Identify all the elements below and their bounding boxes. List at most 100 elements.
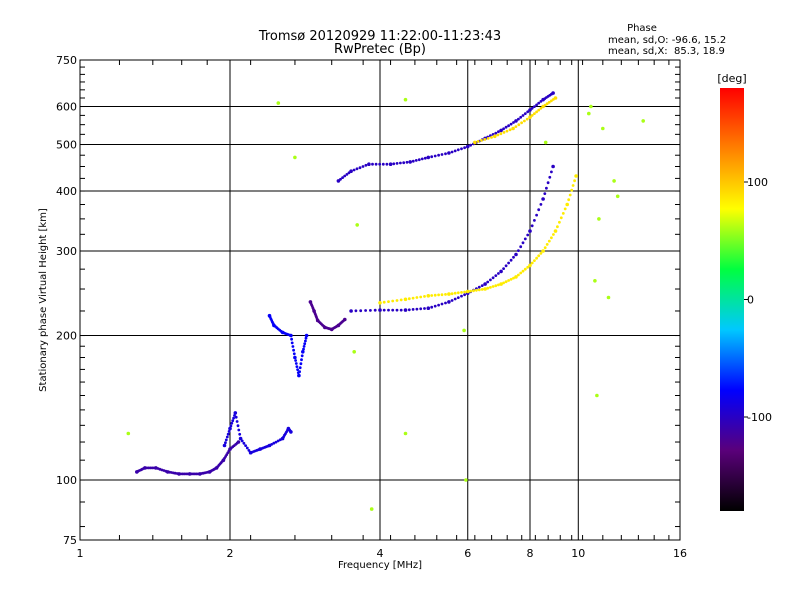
y-tick-label: 600 [56, 101, 77, 114]
trace-point [463, 293, 466, 297]
trace-point [521, 269, 525, 273]
data-point [464, 478, 468, 482]
colorbar-label: [deg] [717, 72, 746, 85]
trace-point [491, 285, 495, 288]
trace-point [535, 213, 538, 217]
trace-point [535, 110, 538, 114]
colorbar-tick-label: 0 [747, 294, 754, 307]
data-points [126, 91, 645, 511]
trace-point [556, 225, 559, 229]
trace-point [499, 132, 503, 136]
trace-point [539, 252, 543, 255]
trace-point [453, 291, 457, 295]
trace-point [489, 278, 492, 282]
trace-point [537, 108, 541, 112]
trace-point [526, 233, 530, 237]
trace-point [245, 446, 249, 450]
trace-point [563, 207, 567, 211]
trace-point [519, 115, 523, 119]
trace-point [382, 308, 386, 312]
trace-point [235, 441, 239, 445]
data-point [403, 297, 408, 302]
trace-point [552, 233, 555, 236]
trace-point [550, 236, 553, 240]
trace-point [570, 188, 574, 192]
trace-point [489, 286, 492, 289]
y-tick-labels: 75 100 200 300 400 500 600 750 [56, 54, 77, 547]
trace-point [486, 137, 490, 140]
data-point [612, 179, 616, 183]
trace-point [414, 159, 418, 162]
trace-point [364, 309, 367, 312]
minor-ticks [80, 60, 680, 540]
trace-point [225, 435, 229, 439]
trace-point [423, 295, 426, 298]
y-tick-label: 300 [56, 245, 77, 258]
trace-point [523, 267, 527, 271]
trace-point [494, 274, 498, 277]
trace-point [358, 166, 362, 170]
data-point [514, 252, 518, 257]
trace-point [304, 336, 308, 340]
trace-point [347, 171, 351, 175]
data-point [483, 287, 487, 291]
trace-point [417, 158, 421, 162]
trace-point [494, 131, 498, 135]
y-tick-label: 200 [56, 330, 77, 343]
trace-point [508, 128, 512, 132]
x-tick-label: 1 [77, 547, 84, 560]
trace-point [247, 449, 251, 452]
trace-point [420, 157, 424, 161]
trace-point [373, 308, 377, 312]
trace-point [480, 284, 484, 287]
trace-point [437, 293, 440, 297]
data-point [222, 443, 227, 448]
data-point [297, 373, 301, 378]
trace-point [450, 150, 454, 154]
trace-point [483, 138, 487, 141]
trace-point [477, 288, 481, 292]
trace-point [535, 256, 538, 260]
data-point [587, 111, 591, 116]
trace-point [509, 122, 513, 126]
trace-point [526, 265, 530, 269]
trace-point [423, 156, 427, 160]
trace-point [214, 467, 217, 470]
data-point [378, 308, 382, 312]
trace-point [450, 292, 454, 296]
y-tick-label: 750 [56, 54, 77, 67]
trace-point [369, 309, 372, 312]
trace-point [509, 277, 513, 281]
data-point [601, 126, 605, 131]
data-point [403, 308, 408, 312]
data-point [589, 104, 593, 109]
trace-point [504, 264, 508, 268]
trace-point [402, 161, 406, 165]
y-tick-label: 100 [56, 474, 77, 487]
phase-colorbar [720, 88, 744, 511]
data-point [276, 101, 281, 105]
trace-point [234, 415, 238, 419]
trace-point [224, 438, 228, 442]
data-point [378, 301, 382, 305]
trace-point [530, 114, 534, 117]
trace-point [547, 239, 551, 243]
trace-point [543, 103, 547, 107]
trace-point [494, 284, 498, 288]
trace-point [300, 358, 303, 362]
data-point [483, 282, 487, 286]
data-point [499, 269, 503, 274]
trace-point [502, 281, 505, 285]
trace-point [486, 286, 490, 290]
trace-point [507, 279, 510, 282]
data-point [426, 306, 431, 311]
trace-point [502, 131, 506, 134]
trace-point [405, 160, 409, 164]
trace-point [504, 125, 508, 129]
trace-point [463, 290, 466, 294]
trace-point [539, 106, 543, 110]
data-point [447, 292, 451, 296]
plot-frame [79, 59, 681, 541]
trace-point [469, 143, 472, 147]
